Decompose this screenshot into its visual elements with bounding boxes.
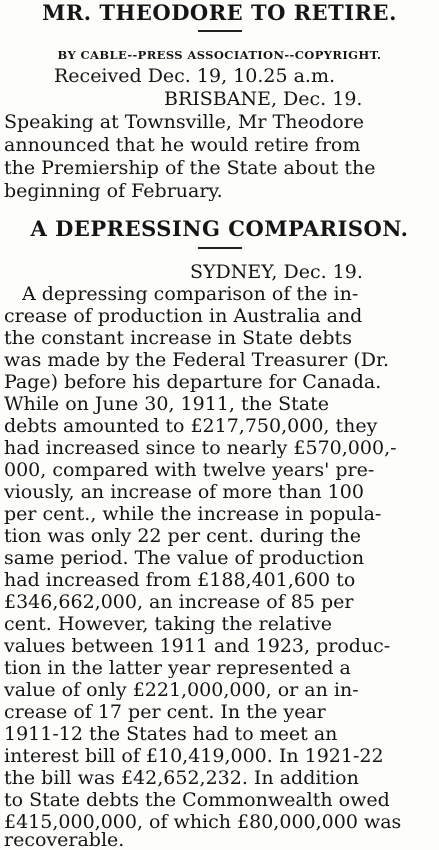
body-line: values between 1911 and 1923, produc- (4, 637, 391, 656)
headline-depressing-comparison: A DEPRESSING COMPARISON. (30, 218, 409, 239)
body-line: tion in the latter year represented a (4, 659, 351, 678)
body-line: beginning of February. (4, 182, 223, 201)
dateline-sydney: SYDNEY, Dec. 19. (190, 263, 363, 282)
body-line: the Premiership of the State about the (4, 159, 376, 178)
body-line: Page) before his departure for Canada. (4, 373, 382, 392)
body-line: A depressing comparison of the in- (22, 285, 359, 304)
body-line: to State debts the Commonwealth owed (4, 791, 390, 810)
headline-rule (197, 30, 242, 32)
body-line: same period. The value of production (4, 549, 365, 568)
headline-theodore: MR. THEODORE TO RETIRE. (42, 2, 397, 23)
body-line: the constant increase in State debts (4, 329, 352, 348)
body-line: £346,662,000, an increase of 85 per (4, 593, 354, 612)
body-line: crease of production in Australia and (4, 307, 363, 326)
received-time: Received Dec. 19, 10.25 a.m. (54, 67, 336, 86)
body-line: 000, compared with twelve years' pre- (4, 461, 375, 480)
body-line: the bill was £42,652,232. In addition (4, 769, 359, 788)
body-line: viously, an increase of more than 100 (4, 483, 364, 502)
body-line: had increased from £188,401,600 to (4, 571, 356, 590)
body-line: interest bill of £10,419,000. In 1921-22 (4, 747, 384, 766)
headline-rule (197, 247, 242, 249)
body-line: crease of 17 per cent. In the year (4, 703, 326, 722)
body-line: debts amounted to £217,750,000, they (4, 417, 378, 436)
byline: BY CABLE--PRESS ASSOCIATION--COPYRIGHT. (57, 50, 382, 62)
body-line: value of only £221,000,000, or an in- (4, 681, 359, 700)
body-line: While on June 30, 1911, the State (4, 395, 329, 414)
body-line: announced that he would retire from (4, 136, 361, 155)
body-line: Speaking at Townsville, Mr Theodore (4, 113, 365, 132)
body-line: £415,000,000, of which £80,000,000 was (4, 813, 402, 832)
dateline-brisbane: BRISBANE, Dec. 19. (164, 90, 363, 109)
body-line: was made by the Federal Treasurer (Dr. (4, 351, 390, 370)
body-line: had increased since to nearly £570,000,- (4, 439, 397, 458)
body-line: 1911-12 the States had to meet an (4, 725, 338, 744)
body-line: cent. However, taking the relative (4, 615, 332, 634)
body-line: per cent., while the increase in popula- (4, 505, 382, 524)
body-line: recoverable. (4, 831, 125, 850)
body-line: tion was only 22 per cent. during the (4, 527, 362, 546)
